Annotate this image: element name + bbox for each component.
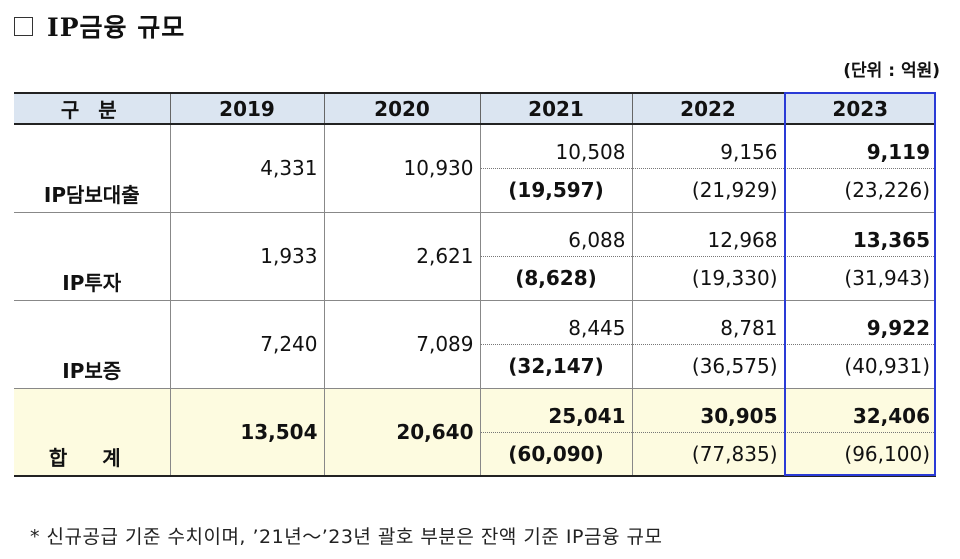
cell-2023-new: 13,365	[783, 212, 936, 257]
row-label: IP담보대출	[14, 124, 171, 213]
row-label: IP보증	[14, 300, 171, 389]
total-2023-balance: (96,100)	[783, 432, 936, 477]
cell-2021-new: 10,508	[479, 124, 633, 169]
total-row-balance: (60,090) (77,835) (96,100)	[14, 432, 936, 477]
header-category: 구 분	[14, 92, 171, 125]
cell-2019: 4,331	[169, 124, 325, 213]
cell-2022-new: 9,156	[631, 124, 785, 169]
cell-2020: 7,089	[323, 300, 481, 389]
table-row-balance: (32,147) (36,575) (40,931)	[14, 344, 936, 389]
total-row: 합 계 13,504 20,640 25,041 30,905 32,406	[14, 388, 936, 477]
cell-2021-balance: (19,597)	[480, 168, 633, 213]
page-title: IP금융 규모	[14, 8, 185, 44]
table-row: IP보증 7,240 7,089 8,445 8,781 9,922	[14, 300, 936, 389]
cell-2023-new: 9,922	[783, 300, 936, 345]
cell-2021-balance: (8,628)	[480, 256, 633, 301]
total-2022-balance: (77,835)	[631, 432, 785, 477]
header-2019: 2019	[169, 92, 325, 125]
cell-2022-new: 12,968	[631, 212, 785, 257]
table-row: IP담보대출 4,331 10,930 10,508 9,156 9,119	[14, 124, 936, 213]
header-row: 구 분 2019 2020 2021 2022 2023	[14, 92, 936, 125]
total-2021-new: 25,041	[479, 388, 633, 433]
cell-2023-new: 9,119	[783, 124, 936, 169]
cell-2022-balance: (36,575)	[631, 344, 785, 389]
total-2020: 20,640	[323, 388, 481, 477]
table-row: IP투자 1,933 2,621 6,088 12,968 13,365	[14, 212, 936, 301]
row-label: IP투자	[14, 212, 171, 301]
table-row-balance: (8,628) (19,330) (31,943)	[14, 256, 936, 301]
total-2023-new: 32,406	[783, 388, 936, 433]
ip-finance-table: 구 분 2019 2020 2021 2022 2023 IP담보대출 4,33…	[14, 92, 936, 477]
total-label: 합 계	[14, 388, 171, 477]
cell-2022-balance: (21,929)	[631, 168, 785, 213]
cell-2021-new: 8,445	[479, 300, 633, 345]
checkbox-square-icon	[14, 16, 33, 36]
cell-2020: 10,930	[323, 124, 481, 213]
cell-2021-new: 6,088	[479, 212, 633, 257]
cell-2019: 7,240	[169, 300, 325, 389]
total-2019: 13,504	[169, 388, 325, 477]
header-2020: 2020	[323, 92, 481, 125]
footnote: * 신규공급 기준 수치이며, ’21년～’23년 괄호 부분은 잔액 기준 I…	[30, 526, 663, 548]
header-2021: 2021	[479, 92, 633, 125]
cell-2020: 2,621	[323, 212, 481, 301]
cell-2021-balance: (32,147)	[480, 344, 633, 389]
header-2023: 2023	[783, 92, 936, 125]
header-2022: 2022	[631, 92, 785, 125]
cell-2022-balance: (19,330)	[631, 256, 785, 301]
total-2021-balance: (60,090)	[480, 432, 633, 477]
title-text: IP금융 규모	[47, 13, 186, 42]
cell-2023-balance: (40,931)	[783, 344, 936, 389]
table-row-balance: (19,597) (21,929) (23,226)	[14, 168, 936, 213]
cell-2023-balance: (23,226)	[783, 168, 936, 213]
cell-2022-new: 8,781	[631, 300, 785, 345]
cell-2023-balance: (31,943)	[783, 256, 936, 301]
total-2022-new: 30,905	[631, 388, 785, 433]
cell-2019: 1,933	[169, 212, 325, 301]
unit-label: (단위 : 억원)	[843, 61, 940, 81]
